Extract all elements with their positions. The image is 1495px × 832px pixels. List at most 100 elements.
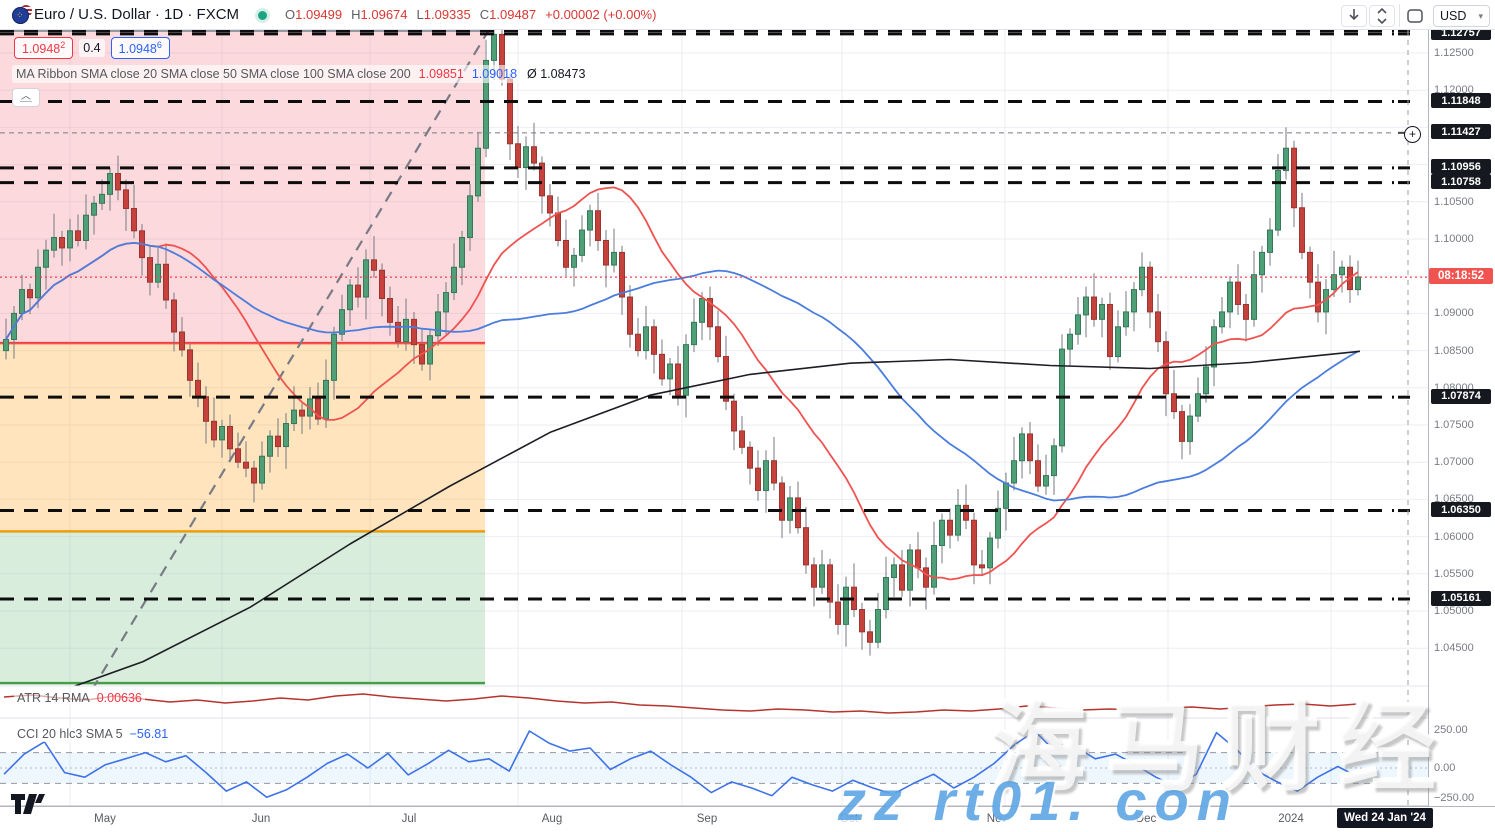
candle-body [1027, 433, 1033, 462]
candle-body [587, 210, 593, 231]
currency-value: USD [1440, 9, 1467, 23]
month-label-aug: Aug [541, 813, 563, 825]
candle-body [339, 309, 345, 335]
candle-body [923, 567, 929, 588]
trendline-drawing [93, 30, 491, 686]
candle-body [675, 363, 681, 396]
candle-body [1091, 296, 1097, 320]
candle-body [459, 237, 465, 268]
grid [0, 30, 1428, 806]
candle-body [1155, 311, 1161, 343]
candle-body [835, 601, 841, 625]
tradingview-logo[interactable] [10, 792, 46, 816]
collapse-pane-button[interactable] [1369, 5, 1395, 27]
cci-legend[interactable]: CCI 20 hlc3 SMA 5 −56.81 [14, 726, 172, 742]
candle-body [779, 482, 785, 521]
candle-body [603, 239, 609, 266]
ohlc-values: O1.09499 H1.09674 L1.09335 C1.09487 +0.00002… [285, 7, 656, 22]
level-axis-tick [1398, 100, 1410, 104]
sma50-line [5, 242, 1359, 502]
cci-axis-tick: 0.00 [1434, 762, 1456, 774]
candle-body [75, 230, 81, 241]
price-tick: 1.05000 [1434, 605, 1474, 617]
candle-body [683, 344, 689, 396]
candle-body [483, 59, 489, 149]
add-alert-plus-icon[interactable]: + [1404, 126, 1421, 143]
currency-dropdown[interactable]: USD ▾ [1433, 5, 1490, 27]
month-label-jul: Jul [401, 813, 417, 825]
candle-body [1219, 311, 1225, 328]
candle-body [891, 564, 897, 579]
download-button[interactable] [1341, 5, 1367, 27]
candle-body [1259, 251, 1265, 276]
cci-axis-tick: −250.00 [1434, 792, 1475, 804]
candle-body [1035, 460, 1041, 487]
month-label-jun: Jun [251, 813, 271, 825]
toolbar-separator [1399, 4, 1400, 27]
level-price-label: 1.10758 [1431, 174, 1491, 190]
candle-body [627, 296, 633, 335]
candle-body [1123, 311, 1129, 328]
candle-body [1099, 303, 1105, 320]
candle-body [1107, 303, 1113, 358]
price-levels [0, 29, 1410, 601]
candle-body [467, 195, 473, 239]
candle-body [1051, 445, 1057, 477]
candle-body [1075, 314, 1081, 335]
bar-countdown-label: 08:18:52 [1429, 268, 1493, 285]
candle-body [955, 504, 961, 536]
fullscreen-button[interactable] [1404, 5, 1426, 27]
candle-body [571, 254, 577, 268]
level-price-label: 1.11848 [1431, 93, 1491, 108]
candle-body [1187, 415, 1193, 442]
candle-body [803, 527, 809, 566]
price-axis[interactable]: 1.12500 1.12000 1.10500 1.10000 1.09000 1.085… [1428, 25, 1495, 806]
level-price-label: 1.11427 [1431, 124, 1491, 140]
cci-axis-tick: 250.00 [1434, 723, 1468, 736]
month-label-nov: Nov [986, 813, 1008, 825]
candle-body [43, 249, 49, 268]
candle-body [1147, 266, 1153, 313]
ask-price-box[interactable]: 1.09486 [110, 37, 170, 60]
atr-name: ATR 14 RMA [17, 691, 90, 705]
candle-body [83, 214, 89, 241]
candle-body [659, 353, 665, 380]
candle-body [1275, 170, 1281, 231]
candle-body [395, 321, 401, 343]
candle-body [195, 379, 201, 398]
candle-body [331, 333, 337, 381]
candle-body [555, 212, 561, 241]
atr-legend[interactable]: ATR 14 RMA 0.00636 [14, 690, 145, 706]
candle-body [643, 326, 649, 352]
candle-body [435, 311, 441, 337]
candle-body [795, 497, 801, 529]
sma200-line [72, 350, 1361, 686]
time-axis[interactable]: May Jun Jul Aug Sep Oct Nov Dec 2024 [0, 806, 1495, 832]
bid-price-box[interactable]: 1.09482 [14, 37, 74, 60]
symbol-title[interactable]: Euro / U.S. Dollar · 1D · FXCM [34, 6, 240, 23]
zone-band [0, 343, 485, 532]
candle-body [1019, 433, 1025, 462]
level-axis-tick [1398, 509, 1410, 513]
level-axis-tick [1398, 395, 1410, 399]
candle-body [59, 237, 65, 249]
legend-collapse-button[interactable]: ︿ [12, 88, 40, 107]
candle-body [299, 409, 305, 417]
level-axis-tick [1398, 29, 1410, 33]
crosshair-date-label: Wed 24 Jan '24 [1337, 808, 1433, 828]
candle-body [731, 400, 737, 432]
level-axis-tick [1398, 181, 1410, 185]
candle-body [611, 251, 617, 266]
candle-body [1355, 276, 1361, 291]
candle-body [1299, 207, 1305, 253]
candle-body [1331, 274, 1337, 291]
candle-body [259, 455, 265, 484]
atr-line [3, 693, 1359, 714]
candle-body [1339, 266, 1345, 276]
ma-ribbon-legend[interactable]: MA Ribbon SMA close 20 SMA close 50 SMA … [12, 65, 590, 83]
candle-body [619, 251, 625, 298]
candle-body [443, 292, 449, 313]
candle-body [867, 631, 873, 643]
candle-body [771, 460, 777, 484]
ma-average-value: Ø 1.08473 [527, 67, 586, 81]
